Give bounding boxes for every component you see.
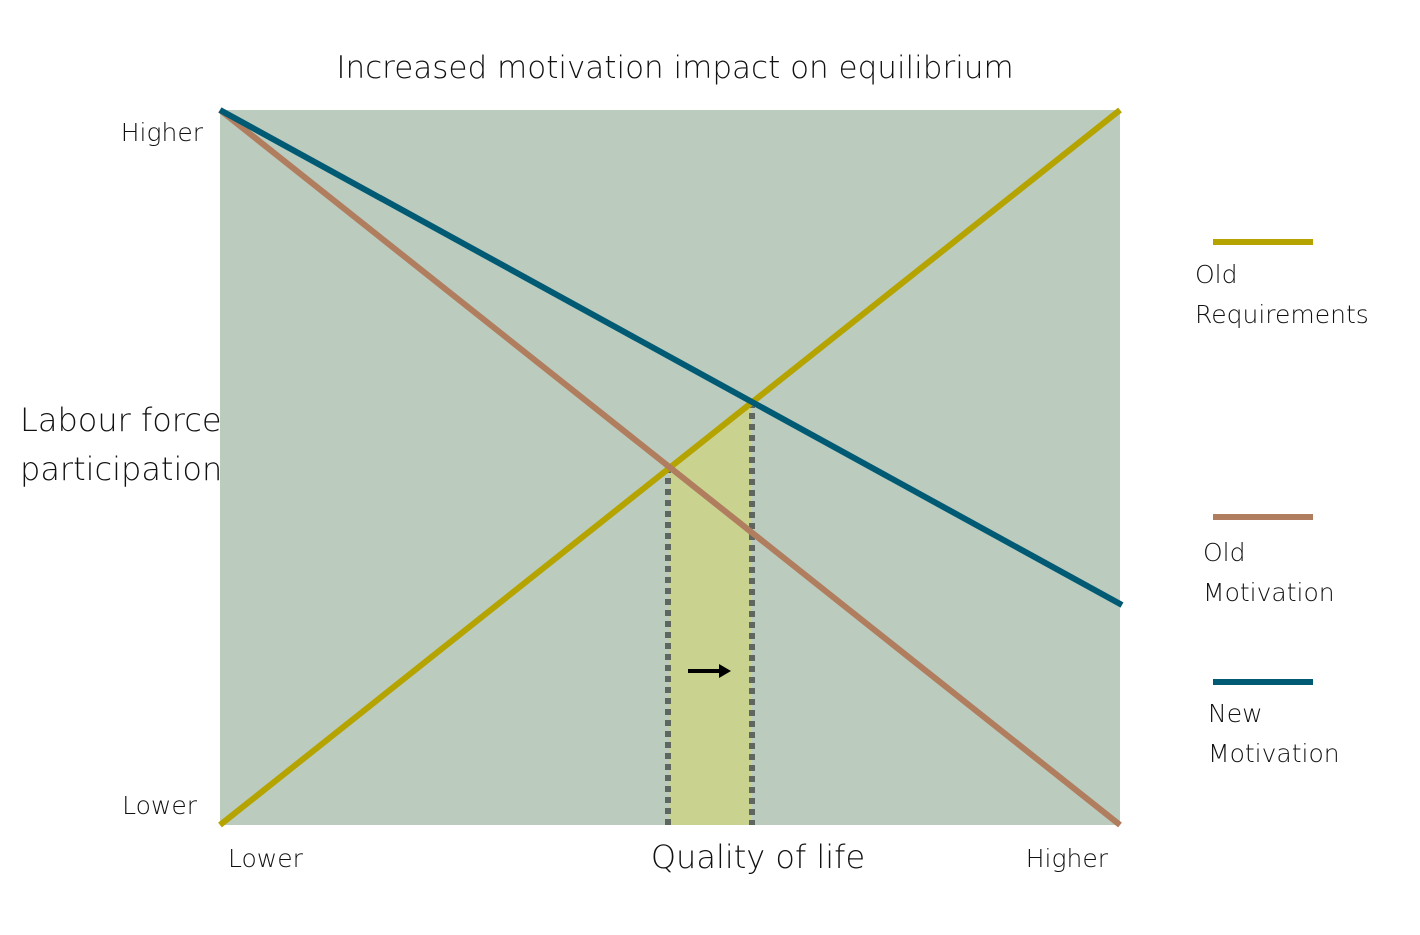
x-tick-label: Higher bbox=[1026, 844, 1109, 873]
legend: Old Requirements Old Motivation New Motivat… bbox=[1195, 239, 1369, 768]
old-motivation-line bbox=[218, 107, 1122, 828]
shift-arrow bbox=[688, 664, 731, 678]
y-axis-label: Labour force participation bbox=[20, 401, 222, 488]
x-axis-label: Quality of life bbox=[651, 838, 865, 876]
new-motivation-line bbox=[218, 107, 1124, 608]
legend-label: Old Requirements bbox=[1195, 260, 1369, 329]
legend-label: New Motivation bbox=[1208, 699, 1340, 768]
legend-label: Old Motivation bbox=[1203, 538, 1335, 607]
x-tick-label: Lower bbox=[228, 844, 304, 873]
shift-area bbox=[670, 402, 752, 825]
title: Increased motivation impact on equilibri… bbox=[336, 50, 1013, 86]
y-tick-label: Lower bbox=[122, 791, 198, 820]
y-tick-label: Higher bbox=[121, 118, 204, 147]
